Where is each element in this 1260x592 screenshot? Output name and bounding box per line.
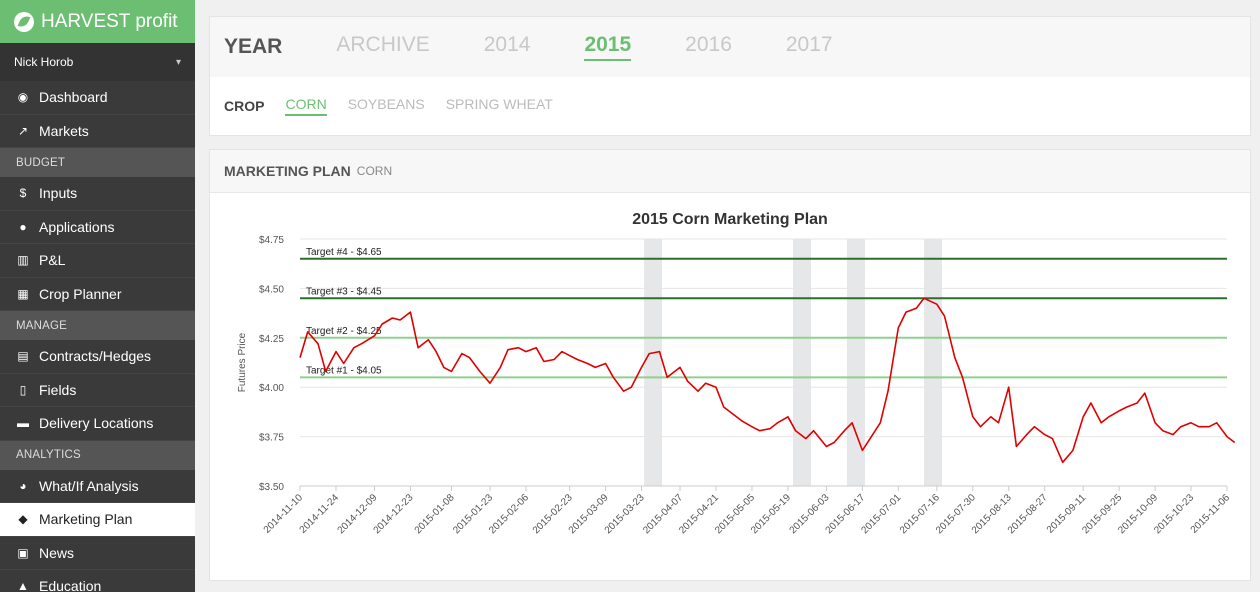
y-axis-label: Futures Price (237, 332, 248, 392)
sidebar-item-label: Inputs (39, 185, 78, 202)
truck-icon: ▬ (17, 416, 29, 431)
year-label: YEAR (224, 35, 283, 58)
year-tabs: ARCHIVE 2014 2015 2016 2017 (336, 33, 886, 61)
x-tick-label: 2015-01-08 (413, 492, 457, 536)
pie-chart-icon: ◕ (19, 478, 27, 493)
tab-year-2017[interactable]: 2017 (785, 33, 833, 56)
sidebar-item-label: Markets (39, 122, 89, 139)
sidebar-item-label: Contracts/Hedges (39, 348, 152, 365)
target-label: Target #1 - $4.05 (306, 365, 382, 376)
brand-header[interactable]: HARVEST profit (0, 0, 195, 43)
table-icon: ▦ (17, 286, 29, 301)
sidebar-item-label: Crop Planner (39, 285, 122, 302)
crop-selector: CROP CORN SOYBEANS SPRING WHEAT (210, 77, 1250, 135)
document-icon: ▤ (17, 349, 29, 364)
dashboard-icon: ◉ (17, 90, 29, 105)
sidebar-item-education[interactable]: ▲ Education (0, 570, 195, 592)
chart-title: 2015 Corn Marketing Plan (632, 211, 828, 228)
y-tick-label: $4.00 (259, 383, 284, 394)
sidebar-item-label: Education (39, 578, 102, 592)
marketing-plan-chart[interactable]: 2015 Corn Marketing Plan $3.50 $3.75 $4.00 $… (210, 193, 1250, 579)
user-name: Nick Horob (14, 55, 74, 69)
sidebar-item-label: Marketing Plan (39, 511, 133, 528)
sidebar-item-dashboard[interactable]: ◉ Dashboard (0, 81, 195, 115)
brand-name: HARVEST profit (41, 10, 178, 32)
sidebar-item-fields[interactable]: ▯ Fields (0, 374, 195, 407)
y-tick-label: $3.75 (259, 433, 284, 444)
marketing-plan-title: MARKETING PLAN (224, 163, 351, 179)
map-icon: ▯ (19, 382, 27, 397)
tab-crop-soybeans[interactable]: SOYBEANS (347, 96, 425, 112)
sidebar-item-crop-planner[interactable]: ▦ Crop Planner (0, 278, 195, 311)
tag-icon: ◆ (18, 512, 28, 527)
sidebar-item-applications[interactable]: ● Applications (0, 211, 195, 244)
sidebar-item-label: Dashboard (39, 89, 108, 106)
sidebar-item-label: Delivery Locations (39, 415, 154, 432)
y-tick-label: $4.50 (259, 284, 284, 295)
x-tick-label: 2015-08-27 (1006, 492, 1050, 536)
y-tick-label: $3.50 (259, 482, 284, 493)
tab-year-2016[interactable]: 2016 (685, 33, 732, 56)
sidebar-item-markets[interactable]: ↗ Markets (0, 115, 195, 148)
droplet-icon: ● (19, 219, 27, 234)
sidebar-item-label: Fields (39, 381, 77, 398)
chevron-down-icon: ▾ (175, 56, 181, 68)
year-selector: YEAR ARCHIVE 2014 2015 2016 2017 (210, 17, 1250, 77)
y-tick-label: $4.25 (259, 334, 284, 345)
tab-crop-corn[interactable]: CORN (285, 96, 327, 116)
x-tick-label: 2015-07-01 (859, 492, 903, 536)
nav-section-analytics: ANALYTICS (0, 440, 195, 470)
tab-year-archive[interactable]: ARCHIVE (336, 33, 430, 56)
nav-section-budget: BUDGET (0, 148, 195, 177)
sidebar-item-label: P&L (39, 252, 66, 269)
x-tick-label: 2015-02-06 (487, 492, 531, 536)
sidebar-item-inputs[interactable]: $ Inputs (0, 177, 195, 211)
nav-section-manage: MANAGE (0, 311, 195, 340)
target-label: Target #3 - $4.45 (306, 286, 382, 297)
leaf-logo-icon (14, 11, 34, 32)
sidebar-item-news[interactable]: ▣ News (0, 537, 195, 570)
main-content: YEAR ARCHIVE 2014 2015 2016 2017 CROP CORN SO… (209, 16, 1251, 581)
highlight-band (793, 239, 812, 486)
price-series-line (299, 297, 1236, 464)
x-tick-label: 2015-03-23 (603, 492, 647, 536)
sidebar-item-label: What/If Analysis (39, 477, 139, 494)
marketing-plan-panel: MARKETING PLAN CORN 2015 Corn Marketing … (209, 149, 1251, 581)
sidebar-item-p-l[interactable]: ▥ P&L (0, 244, 195, 278)
x-tick-label: 2015-05-19 (749, 492, 793, 536)
line-chart-icon: ↗ (17, 123, 29, 138)
target-label: Target #2 - $4.25 (306, 326, 382, 337)
sidebar: HARVEST profit Nick Horob ▾ ◉ Dashboard ↗ M… (0, 0, 195, 592)
x-tick-label: 2014-11-24 (298, 492, 342, 536)
bar-chart-icon: ▥ (17, 253, 29, 268)
tab-year-2015[interactable]: 2015 (584, 33, 632, 61)
marketing-plan-header: MARKETING PLAN CORN (210, 150, 1250, 193)
sidebar-item-marketing-plan[interactable]: ◆ Marketing Plan (0, 503, 195, 537)
user-menu[interactable]: Nick Horob ▾ (0, 43, 195, 81)
selector-panel: YEAR ARCHIVE 2014 2015 2016 2017 CROP CORN SO… (209, 16, 1251, 136)
graduation-icon: ▲ (17, 579, 29, 592)
crop-label: CROP (224, 98, 265, 114)
newspaper-icon: ▣ (17, 545, 29, 560)
tab-crop-spring-wheat[interactable]: SPRING WHEAT (445, 96, 553, 112)
x-tick-label: 2015-11-06 (1189, 492, 1233, 536)
highlight-band (923, 239, 942, 486)
marketing-plan-crop: CORN (356, 164, 393, 178)
sidebar-nav: ◉ Dashboard ↗ Markets BUDGET $ Inputs ● Applicat… (0, 81, 195, 592)
target-label: Target #4 - $4.65 (306, 247, 382, 258)
tab-year-2014[interactable]: 2014 (483, 33, 531, 56)
sidebar-item-what-if-analysis[interactable]: ◕ What/If Analysis (0, 470, 195, 503)
sidebar-item-delivery-locations[interactable]: ▬ Delivery Locations (0, 407, 195, 441)
y-tick-label: $4.75 (259, 235, 284, 246)
sidebar-item-contracts-hedges[interactable]: ▤ Contracts/Hedges (0, 340, 195, 374)
sidebar-item-label: Applications (39, 218, 115, 235)
highlight-band (644, 239, 663, 486)
x-tick-label: 2014-12-23 (372, 492, 416, 536)
sidebar-item-label: News (39, 544, 75, 561)
dollar-icon: $ (19, 186, 27, 201)
crop-tabs: CORN SOYBEANS SPRING WHEAT (285, 96, 573, 116)
